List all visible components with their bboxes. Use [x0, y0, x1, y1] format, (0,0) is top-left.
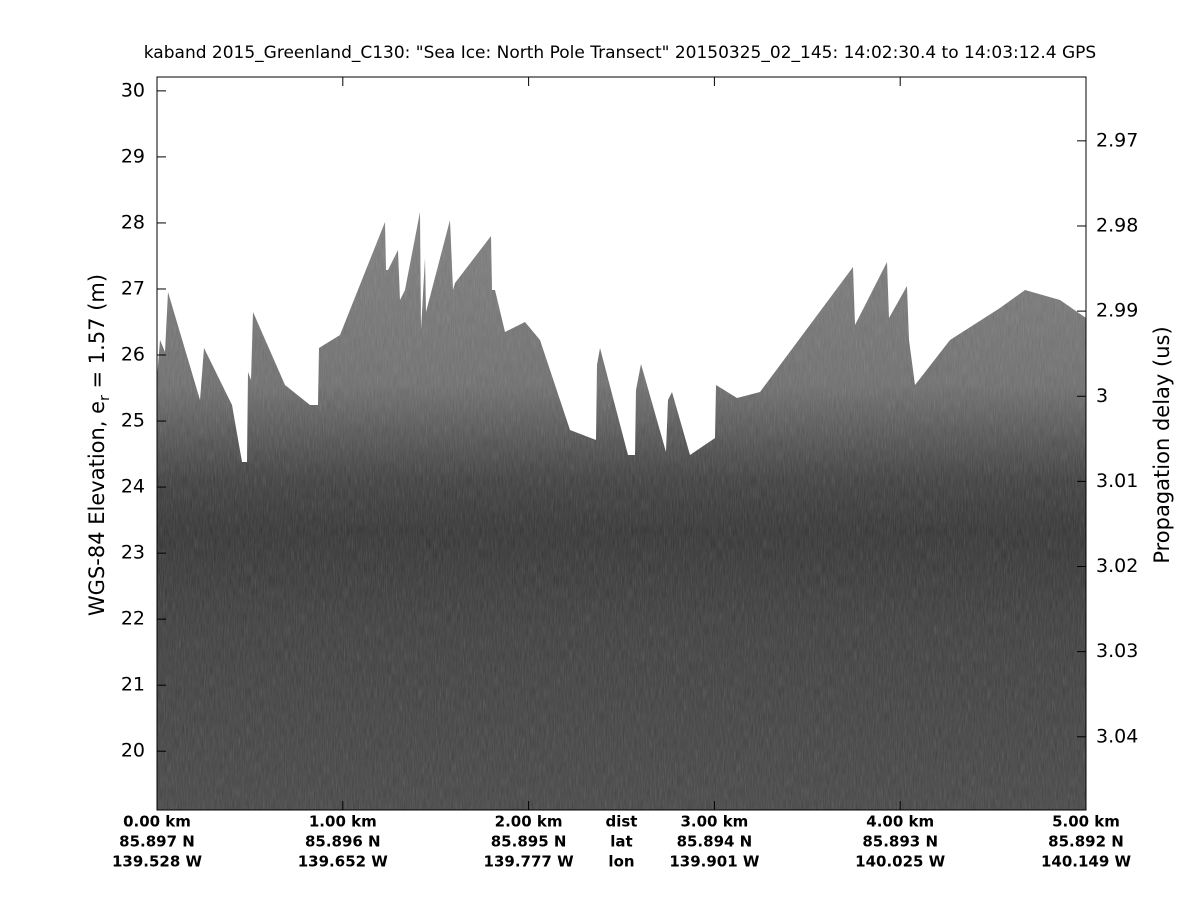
- y-tick-label: 26: [121, 344, 145, 366]
- y2-tick-label: 3.02: [1096, 555, 1138, 577]
- lat-label: 85.893 N: [862, 833, 938, 851]
- lat-label: 85.894 N: [677, 833, 753, 851]
- lon-label: 140.149 W: [1041, 853, 1132, 871]
- y-tick-label: 30: [121, 79, 145, 101]
- x-tick-label: 0.00 km: [123, 813, 191, 831]
- y2-tick-label: 2.98: [1096, 214, 1138, 236]
- row-label: dist: [606, 813, 638, 831]
- lon-label: 139.652 W: [298, 853, 389, 871]
- lat-label: 85.892 N: [1048, 833, 1124, 851]
- y-tick-label: 25: [121, 410, 145, 432]
- y2-tick-label: 2.99: [1096, 300, 1138, 322]
- air-region: [157, 77, 1086, 462]
- lon-label: 139.777 W: [484, 853, 575, 871]
- lon-label: 140.025 W: [855, 853, 946, 871]
- y-axis-label-part: = 1.57 (m): [85, 274, 109, 395]
- y-tick-label: 22: [121, 608, 145, 630]
- y2-tick-label: 2.97: [1096, 129, 1138, 151]
- echogram-image: [157, 77, 1086, 810]
- y-tick-label: 20: [121, 740, 145, 762]
- x-tick-label: 5.00 km: [1052, 813, 1120, 831]
- lat-label: 85.895 N: [491, 833, 567, 851]
- lat-label: 85.897 N: [119, 833, 195, 851]
- x-tick-label: 2.00 km: [495, 813, 563, 831]
- lon-label: 139.528 W: [112, 853, 203, 871]
- lat-label: 85.896 N: [305, 833, 381, 851]
- y-axis-label-sub: r: [97, 395, 113, 401]
- x-tick-label: 3.00 km: [680, 813, 748, 831]
- y2-tick-label: 3: [1096, 385, 1108, 407]
- row-label: lat: [610, 833, 632, 851]
- y-axis-label-part: WGS-84 Elevation, e: [85, 401, 109, 616]
- lon-label: 139.901 W: [669, 853, 760, 871]
- y2-tick-label: 3.01: [1096, 470, 1138, 492]
- x-tick-label: 4.00 km: [866, 813, 934, 831]
- y-tick-label: 28: [121, 211, 145, 233]
- y-tick-label: 27: [121, 277, 145, 299]
- x-tick-label: 1.00 km: [309, 813, 377, 831]
- y-tick-label: 23: [121, 542, 145, 564]
- y-tick-label: 21: [121, 674, 145, 696]
- y-axis-label: WGS-84 Elevation, er = 1.57 (m): [85, 274, 113, 616]
- y2-tick-label: 3.03: [1096, 640, 1138, 662]
- row-label: lon: [608, 853, 634, 871]
- chart-title: kaband 2015_Greenland_C130: "Sea Ice: No…: [144, 43, 1096, 63]
- plot-frame: [156, 76, 1087, 811]
- y-tick-label: 24: [121, 476, 145, 498]
- y-tick-label: 29: [121, 145, 145, 167]
- y2-tick-label: 3.04: [1096, 725, 1138, 747]
- y2-axis-label: Propagation delay (us): [1150, 326, 1174, 563]
